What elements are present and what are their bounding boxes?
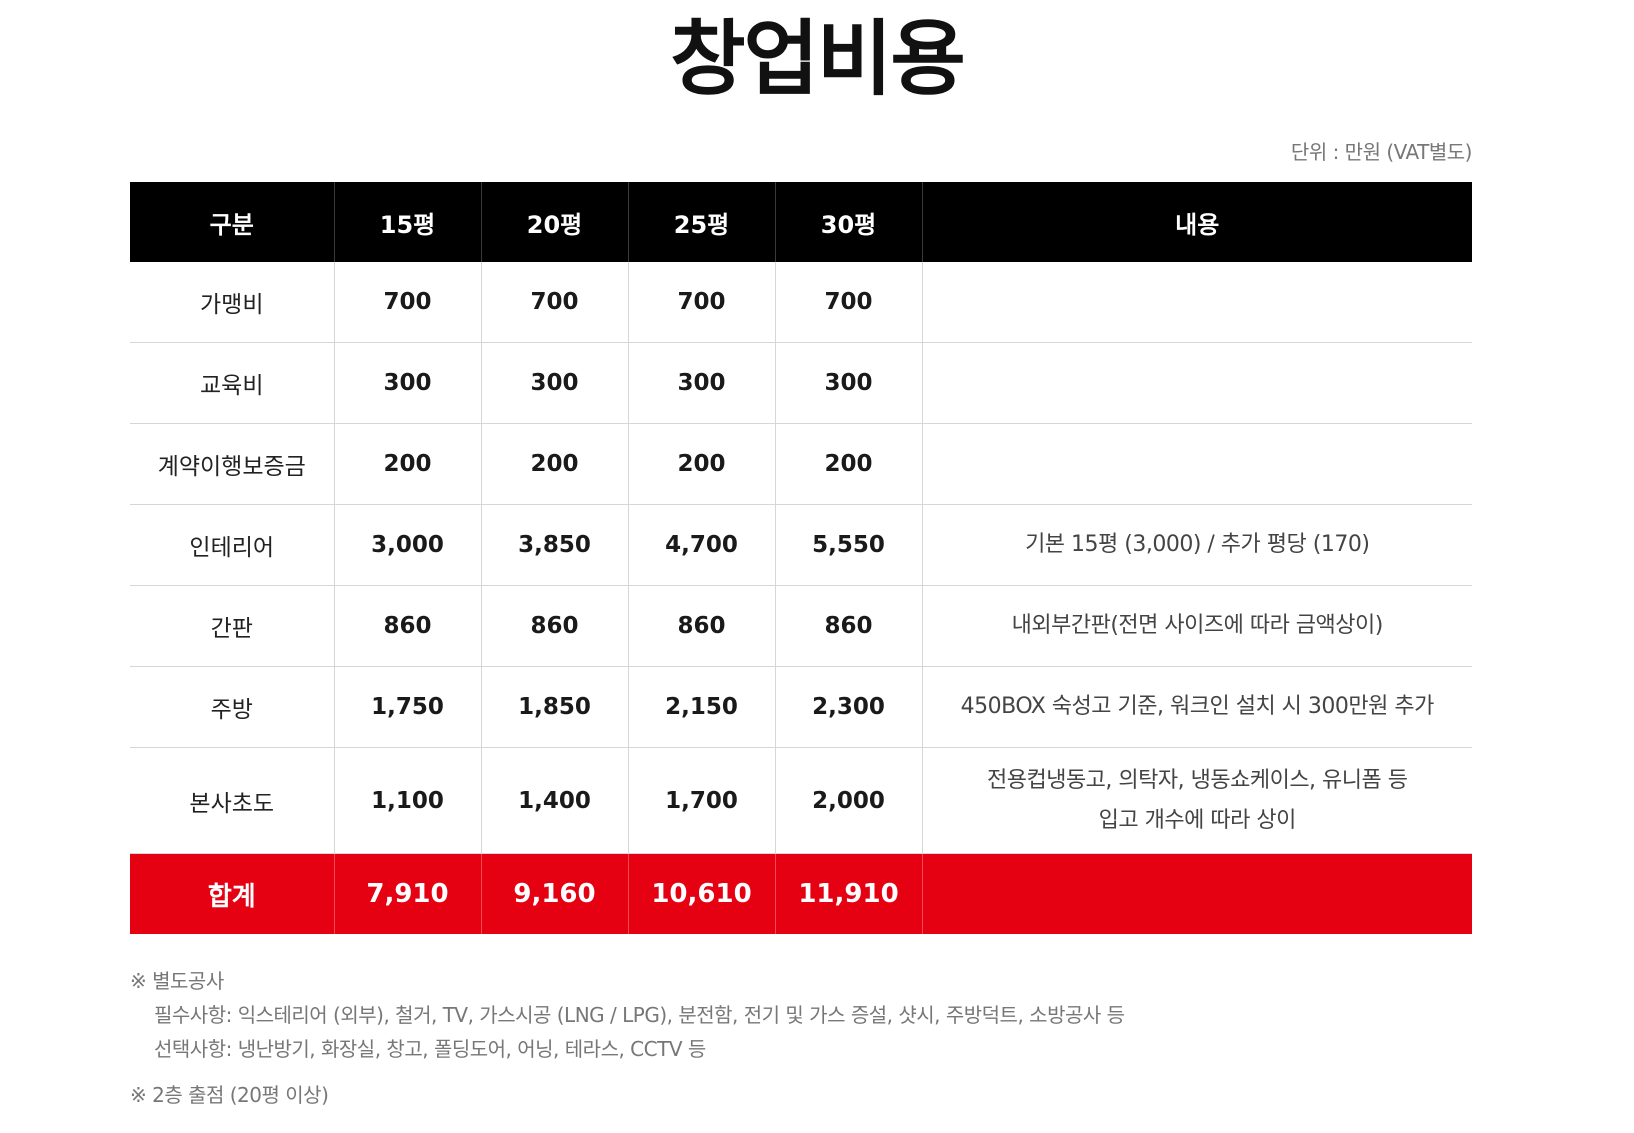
cell-value: 1,100 xyxy=(333,747,481,854)
cell-value: 5,550 xyxy=(774,504,922,586)
cell-description: 전용컵냉동고, 의탁자, 냉동쇼케이스, 유니폼 등 입고 개수에 따라 상이 xyxy=(921,747,1472,854)
total-value: 7,910 xyxy=(333,853,481,934)
cell-value: 2,000 xyxy=(774,747,922,854)
cell-description: 내외부간판(전면 사이즈에 따라 금액상이) xyxy=(921,585,1472,667)
header-row: 구분 15평 20평 25평 30평 내용 xyxy=(130,182,1472,262)
table-row: 교육비 300 300 300 300 xyxy=(130,342,1472,424)
cell-value: 300 xyxy=(333,342,481,424)
cost-table: 구분 15평 20평 25평 30평 내용 가맹비 700 700 700 70… xyxy=(130,182,1472,934)
cell-value: 700 xyxy=(333,262,481,343)
table-header: 구분 15평 20평 25평 30평 내용 xyxy=(130,182,1472,262)
cell-value: 1,750 xyxy=(333,666,481,748)
total-value: 9,160 xyxy=(480,853,628,934)
cell-description: 450BOX 숙성고 기준, 워크인 설치 시 300만원 추가 xyxy=(921,666,1472,748)
row-label: 가맹비 xyxy=(130,262,334,343)
cell-value: 200 xyxy=(480,423,628,505)
row-label: 간판 xyxy=(130,585,334,667)
description-line: 450BOX 숙성고 기준, 워크인 설치 시 300만원 추가 xyxy=(960,694,1435,719)
cell-value: 860 xyxy=(480,585,628,667)
cell-value: 700 xyxy=(627,262,775,343)
header-20pyeong: 20평 xyxy=(480,182,628,262)
row-label: 본사초도 xyxy=(130,747,334,854)
description-line: 기본 15평 (3,000) / 추가 평당 (170) xyxy=(1025,532,1370,557)
cell-value: 1,700 xyxy=(627,747,775,854)
cell-value: 2,300 xyxy=(774,666,922,748)
header-category: 구분 xyxy=(130,182,334,262)
row-label: 인테리어 xyxy=(130,504,334,586)
cell-description: 기본 15평 (3,000) / 추가 평당 (170) xyxy=(921,504,1472,586)
header-25pyeong: 25평 xyxy=(627,182,775,262)
cell-value: 1,400 xyxy=(480,747,628,854)
table-row: 가맹비 700 700 700 700 xyxy=(130,262,1472,343)
notes-section: ※ 별도공사 필수사항: 익스테리어 (외부), 철거, TV, 가스시공 (L… xyxy=(130,964,1125,1112)
description-line: 입고 개수에 따라 상이 xyxy=(1098,807,1297,833)
description-line: 전용컵냉동고, 의탁자, 냉동쇼케이스, 유니폼 등 xyxy=(986,767,1408,793)
total-label: 합계 xyxy=(130,853,334,934)
cell-description xyxy=(921,342,1472,424)
total-value: 11,910 xyxy=(774,853,922,934)
cell-value: 3,000 xyxy=(333,504,481,586)
cell-value: 200 xyxy=(774,423,922,505)
cell-description xyxy=(921,423,1472,505)
required-items-note: 필수사항: 익스테리어 (외부), 철거, TV, 가스시공 (LNG / LP… xyxy=(154,1003,1125,1027)
cell-value: 200 xyxy=(333,423,481,505)
cell-value: 3,850 xyxy=(480,504,628,586)
row-label: 교육비 xyxy=(130,342,334,424)
table-row: 간판 860 860 860 860 내외부간판(전면 사이즈에 따라 금액상이… xyxy=(130,585,1472,667)
cell-value: 300 xyxy=(774,342,922,424)
total-value: 10,610 xyxy=(627,853,775,934)
header-30pyeong: 30평 xyxy=(774,182,922,262)
page-title: 창업비용 xyxy=(670,12,966,107)
cell-value: 860 xyxy=(774,585,922,667)
cell-value: 860 xyxy=(333,585,481,667)
cell-value: 4,700 xyxy=(627,504,775,586)
cell-value: 300 xyxy=(627,342,775,424)
unit-note: 단위 : 만원 (VAT별도) xyxy=(1290,140,1473,164)
table-row: 계약이행보증금 200 200 200 200 xyxy=(130,423,1472,505)
cell-value: 700 xyxy=(480,262,628,343)
cell-value: 860 xyxy=(627,585,775,667)
table-row: 주방 1,750 1,850 2,150 2,300 450BOX 숙성고 기준… xyxy=(130,666,1472,748)
table-row: 본사초도 1,100 1,400 1,700 2,000 전용컵냉동고, 의탁자… xyxy=(130,747,1472,854)
row-label: 계약이행보증금 xyxy=(130,423,334,505)
cell-value: 200 xyxy=(627,423,775,505)
header-description: 내용 xyxy=(921,182,1472,262)
cell-description xyxy=(921,262,1472,343)
description-line: 내외부간판(전면 사이즈에 따라 금액상이) xyxy=(1011,613,1384,638)
table-body: 가맹비 700 700 700 700 교육비 300 300 300 300 … xyxy=(130,262,1472,934)
cell-value: 700 xyxy=(774,262,922,343)
cell-value: 1,850 xyxy=(480,666,628,748)
table-row: 인테리어 3,000 3,850 4,700 5,550 기본 15평 (3,0… xyxy=(130,504,1472,586)
second-floor-note: ※ 2층 출점 (20평 이상) xyxy=(130,1083,329,1107)
cell-value: 2,150 xyxy=(627,666,775,748)
total-row: 합계 7,910 9,160 10,610 11,910 xyxy=(130,853,1472,934)
cell-value: 300 xyxy=(480,342,628,424)
extra-work-title: ※ 별도공사 xyxy=(130,969,224,993)
optional-items-note: 선택사항: 냉난방기, 화장실, 창고, 폴딩도어, 어닝, 테라스, CCTV… xyxy=(154,1037,706,1061)
row-label: 주방 xyxy=(130,666,334,748)
header-15pyeong: 15평 xyxy=(333,182,481,262)
notes-spacer xyxy=(130,1066,1125,1078)
total-description xyxy=(921,853,1472,934)
